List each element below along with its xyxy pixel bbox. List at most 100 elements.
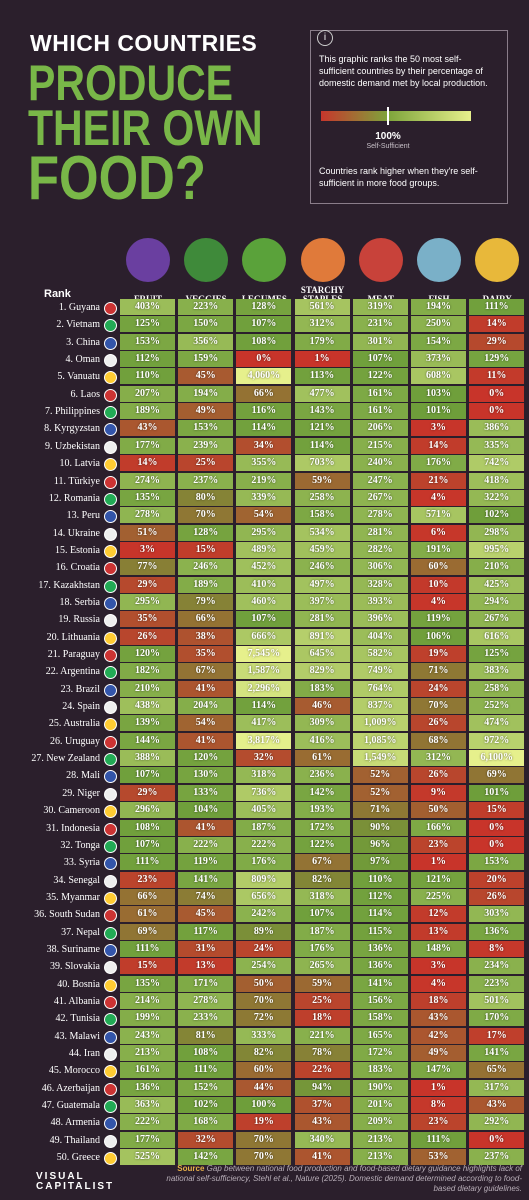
cell: 223% (178, 299, 234, 315)
cell: 258% (294, 489, 350, 506)
cell: 397% (294, 593, 350, 610)
rank-label: 14. Ukraine (52, 527, 100, 539)
cell: 26% (469, 888, 525, 905)
cell: 214% (120, 993, 175, 1009)
cell: 11% (469, 368, 525, 385)
cell: 125% (120, 316, 175, 333)
cell: 122% (352, 368, 408, 385)
cell: 107% (120, 836, 175, 853)
cell: 70% (236, 1131, 292, 1148)
column-icon (300, 238, 345, 282)
flag (104, 1030, 117, 1044)
rank-label: 48. Armenia (50, 1117, 100, 1129)
cell: 50% (411, 802, 466, 819)
cell: 0% (469, 385, 525, 402)
cell: 18% (294, 1010, 350, 1027)
cell: 207% (120, 385, 175, 402)
cell: 29% (120, 576, 175, 593)
cell: 176% (236, 854, 292, 871)
rank-label: 31. Indonesia (46, 822, 100, 834)
flag (104, 614, 117, 628)
cell: 410% (236, 576, 292, 593)
cell: 474% (469, 715, 525, 732)
cell: 213% (120, 1045, 175, 1062)
cell: 282% (352, 541, 408, 558)
cell: 41% (178, 819, 234, 836)
flag (104, 996, 117, 1009)
cell: 125% (469, 646, 525, 662)
cell: 1% (411, 854, 466, 871)
cell: 66% (120, 888, 175, 905)
cell: 43% (411, 1010, 466, 1027)
cell: 417% (236, 715, 292, 732)
cell: 1,085% (352, 732, 408, 749)
rank-label: 10. Latvia (59, 458, 100, 470)
cell: 246% (294, 559, 350, 576)
flag (104, 666, 117, 680)
rank-label: 13. Peru (66, 510, 100, 522)
flag (104, 857, 117, 871)
cell: 150% (178, 316, 234, 333)
flag (104, 1082, 117, 1096)
cell: 153% (469, 854, 525, 871)
cell: 24% (411, 680, 466, 697)
rank-label: 8. Kyrgyzstan (44, 423, 100, 435)
legend-value: 100% (375, 131, 401, 142)
cell: 15% (178, 541, 234, 558)
column-icon (242, 238, 287, 282)
flag (104, 891, 117, 905)
cell: 0% (469, 836, 525, 853)
cell: 148% (411, 940, 466, 957)
cell: 4% (411, 593, 466, 610)
rank-label: 34. Senegal (53, 874, 100, 886)
cell: 9% (411, 784, 466, 801)
cell: 159% (178, 351, 234, 368)
rank-label: 28. Mali (66, 770, 100, 782)
cell: 194% (411, 299, 466, 315)
cell: 339% (236, 489, 292, 506)
cell: 136% (120, 1079, 175, 1096)
cell: 616% (469, 628, 525, 645)
cell: 117% (178, 923, 234, 940)
cell: 67% (294, 854, 350, 871)
rank-label: 42. Tunisia (55, 1013, 100, 1025)
cell: 100% (236, 1097, 292, 1114)
cell: 23% (411, 836, 466, 853)
cell: 82% (236, 1045, 292, 1062)
cell: 101% (469, 784, 525, 801)
cell: 4% (411, 489, 466, 506)
flag (104, 631, 117, 645)
flag (104, 1100, 117, 1114)
cell: 183% (294, 680, 350, 697)
cell: 32% (236, 750, 292, 767)
info-icon: i (317, 30, 333, 46)
column-icon (358, 238, 403, 282)
flag (104, 1152, 117, 1166)
cell: 60% (411, 559, 466, 576)
cell: 89% (236, 923, 292, 940)
rank-label: 1. Guyana (58, 302, 100, 313)
cell: 45% (178, 368, 234, 385)
cell: 225% (411, 888, 466, 905)
rank-label: 3. China (66, 336, 100, 348)
cell: 101% (411, 403, 466, 420)
flag (104, 735, 117, 749)
flag (104, 544, 117, 558)
flag (104, 319, 117, 333)
cell: 3% (411, 958, 466, 975)
cell: 179% (294, 333, 350, 350)
cell: 106% (411, 628, 466, 645)
cell: 292% (469, 1114, 525, 1131)
cell: 222% (178, 836, 234, 853)
cell: 50% (236, 975, 292, 992)
cell: 201% (352, 1097, 408, 1114)
cell: 107% (352, 351, 408, 368)
flag (104, 978, 117, 992)
cell: 26% (411, 767, 466, 784)
cell: 70% (411, 698, 466, 715)
cell: 41% (178, 732, 234, 749)
cell: 114% (236, 420, 292, 437)
rank-label: 46. Azerbaijan (41, 1082, 100, 1094)
cell: 129% (469, 351, 525, 368)
cell: 81% (178, 1027, 234, 1044)
